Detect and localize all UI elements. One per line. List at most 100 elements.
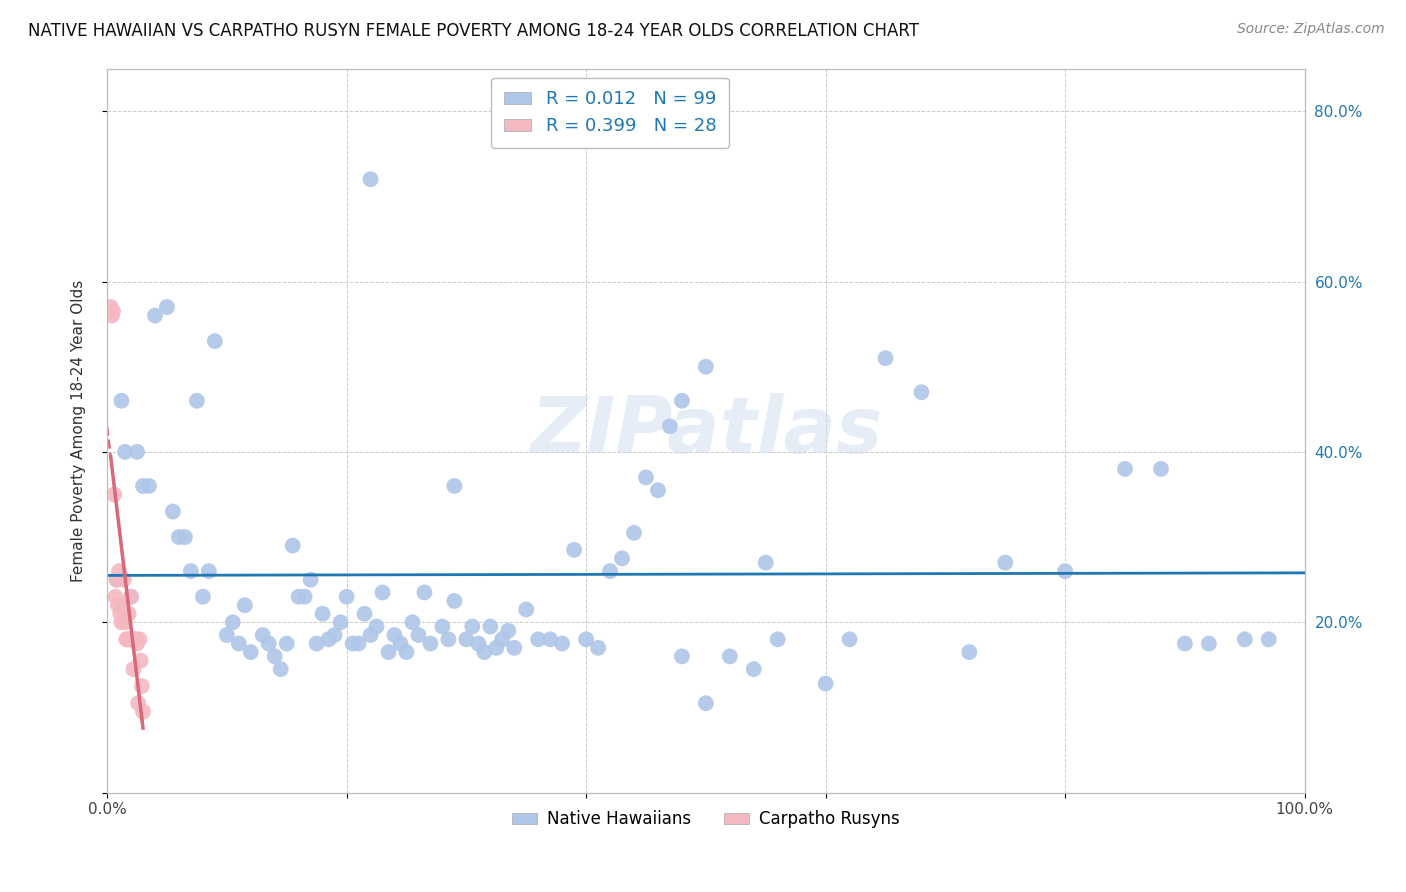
Point bbox=[910, 385, 932, 400]
Point bbox=[115, 632, 138, 647]
Point bbox=[174, 530, 197, 544]
Point bbox=[814, 676, 837, 690]
Point bbox=[105, 573, 128, 587]
Point bbox=[1114, 462, 1136, 476]
Point bbox=[294, 590, 316, 604]
Point bbox=[472, 645, 495, 659]
Point bbox=[371, 585, 394, 599]
Point bbox=[342, 636, 364, 650]
Point bbox=[408, 628, 430, 642]
Point bbox=[329, 615, 352, 630]
Point bbox=[132, 479, 155, 493]
Point bbox=[323, 628, 346, 642]
Point bbox=[270, 662, 292, 676]
Point bbox=[276, 636, 298, 650]
Point bbox=[443, 479, 465, 493]
Point bbox=[401, 615, 423, 630]
Point bbox=[105, 573, 128, 587]
Point bbox=[485, 640, 508, 655]
Point bbox=[132, 705, 155, 719]
Point bbox=[695, 696, 717, 710]
Point bbox=[384, 628, 406, 642]
Point bbox=[198, 564, 221, 578]
Point bbox=[128, 632, 150, 647]
Point bbox=[671, 649, 693, 664]
Point bbox=[634, 470, 657, 484]
Point bbox=[599, 564, 621, 578]
Point bbox=[491, 632, 513, 647]
Point bbox=[515, 602, 537, 616]
Point bbox=[311, 607, 333, 621]
Point bbox=[586, 640, 609, 655]
Point bbox=[103, 487, 125, 501]
Point bbox=[129, 654, 152, 668]
Point bbox=[755, 556, 778, 570]
Text: Source: ZipAtlas.com: Source: ZipAtlas.com bbox=[1237, 22, 1385, 37]
Point bbox=[479, 619, 502, 633]
Point bbox=[395, 645, 418, 659]
Point bbox=[610, 551, 633, 566]
Text: ZIPatlas: ZIPatlas bbox=[530, 392, 882, 468]
Point bbox=[551, 636, 574, 650]
Point bbox=[125, 445, 148, 459]
Point bbox=[413, 585, 436, 599]
Point bbox=[562, 542, 585, 557]
Point bbox=[122, 662, 145, 676]
Point bbox=[156, 300, 179, 314]
Point bbox=[360, 172, 382, 186]
Point bbox=[162, 504, 184, 518]
Legend: Native Hawaiians, Carpatho Rusyns: Native Hawaiians, Carpatho Rusyns bbox=[505, 804, 907, 835]
Point bbox=[432, 619, 454, 633]
Point bbox=[138, 479, 160, 493]
Point bbox=[233, 599, 256, 613]
Point bbox=[496, 624, 519, 638]
Point bbox=[538, 632, 561, 647]
Point bbox=[287, 590, 309, 604]
Point bbox=[1198, 636, 1220, 650]
Point bbox=[281, 539, 304, 553]
Point bbox=[180, 564, 202, 578]
Y-axis label: Female Poverty Among 18-24 Year Olds: Female Poverty Among 18-24 Year Olds bbox=[72, 279, 86, 582]
Point bbox=[120, 590, 142, 604]
Point bbox=[118, 632, 141, 647]
Point bbox=[623, 525, 645, 540]
Point bbox=[1150, 462, 1173, 476]
Point bbox=[647, 483, 669, 498]
Point bbox=[101, 309, 124, 323]
Point bbox=[131, 679, 153, 693]
Point bbox=[658, 419, 681, 434]
Point bbox=[108, 564, 131, 578]
Point bbox=[143, 309, 166, 323]
Point bbox=[305, 636, 328, 650]
Point bbox=[117, 607, 139, 621]
Point bbox=[994, 556, 1017, 570]
Point bbox=[215, 628, 238, 642]
Point bbox=[353, 607, 375, 621]
Point bbox=[239, 645, 262, 659]
Point bbox=[112, 573, 135, 587]
Point bbox=[104, 590, 127, 604]
Point bbox=[456, 632, 478, 647]
Point bbox=[336, 590, 359, 604]
Point bbox=[389, 636, 412, 650]
Point bbox=[107, 599, 129, 613]
Point bbox=[252, 628, 274, 642]
Point bbox=[186, 393, 208, 408]
Point bbox=[222, 615, 245, 630]
Point bbox=[204, 334, 226, 348]
Point bbox=[125, 636, 148, 650]
Point bbox=[299, 573, 322, 587]
Point bbox=[838, 632, 860, 647]
Point bbox=[766, 632, 789, 647]
Point bbox=[257, 636, 280, 650]
Point bbox=[127, 696, 149, 710]
Point bbox=[347, 636, 370, 650]
Point bbox=[461, 619, 484, 633]
Point bbox=[121, 632, 143, 647]
Point bbox=[1054, 564, 1077, 578]
Point bbox=[228, 636, 250, 650]
Point bbox=[695, 359, 717, 374]
Point bbox=[875, 351, 897, 366]
Point bbox=[957, 645, 980, 659]
Point bbox=[419, 636, 441, 650]
